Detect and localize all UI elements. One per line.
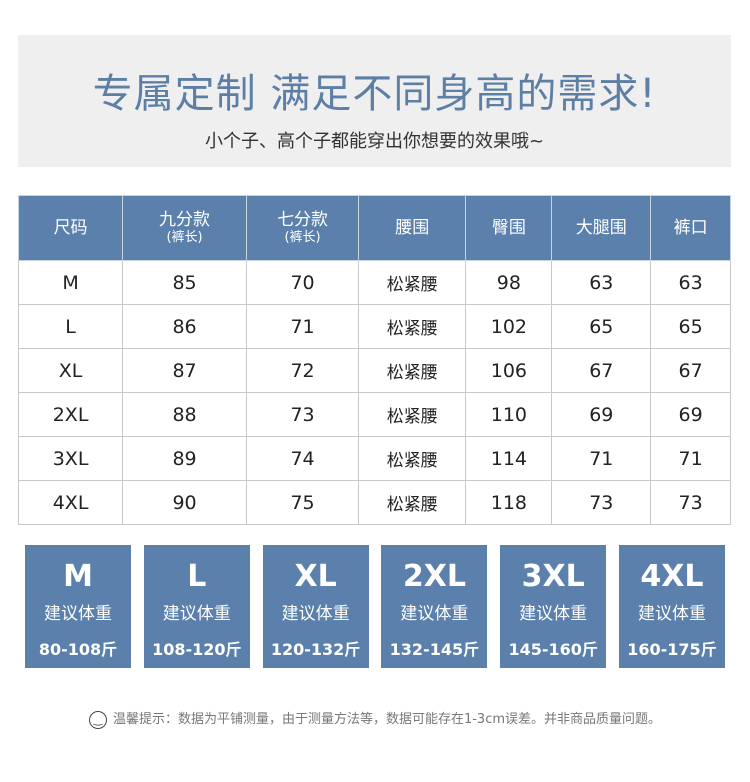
column-sublabel: (裤长) bbox=[166, 230, 203, 246]
card-size: 3XL bbox=[521, 559, 585, 594]
column-label: 七分款 bbox=[277, 210, 329, 230]
tip-text: 温馨提示：数据为平铺测量，由于测量方法等，数据可能存在1-3cm误差。并非商品质… bbox=[112, 712, 662, 727]
card-weight-range: 132-145斤 bbox=[389, 640, 480, 659]
card-size: L bbox=[187, 559, 207, 594]
table-cell: 106 bbox=[465, 348, 553, 393]
card-label: 建议体重 bbox=[281, 604, 350, 624]
column-header: 九分款 (裤长) bbox=[122, 195, 247, 261]
column-header: 腰围 bbox=[358, 195, 467, 261]
table-cell: 90 bbox=[122, 480, 247, 525]
card-size: M bbox=[63, 559, 93, 594]
table-cell: 88 bbox=[122, 392, 247, 437]
table-row: 4XL 90 75 松紧腰 118 73 73 bbox=[17, 480, 731, 525]
table-row: 3XL 89 74 松紧腰 114 71 71 bbox=[17, 436, 731, 481]
table-cell: 69 bbox=[551, 392, 652, 437]
weight-card: 2XL 建议体重 132-145斤 bbox=[381, 545, 488, 668]
table-cell: 72 bbox=[245, 348, 360, 393]
table-cell: 75 bbox=[245, 480, 360, 525]
column-label: 尺码 bbox=[53, 217, 88, 238]
table-cell: 3XL bbox=[17, 436, 124, 481]
table-cell: 86 bbox=[122, 304, 247, 349]
table-cell: 114 bbox=[465, 436, 553, 481]
column-label: 腰围 bbox=[395, 217, 430, 238]
column-header: 尺码 bbox=[17, 195, 124, 261]
table-row: M 85 70 松紧腰 98 63 63 bbox=[17, 260, 731, 305]
card-weight-range: 120-132斤 bbox=[270, 640, 361, 659]
table-cell: 98 bbox=[465, 260, 553, 305]
header-banner: 专属定制 满足不同身高的需求! 小个子、高个子都能穿出你想要的效果哦~ bbox=[18, 35, 731, 167]
table-cell: 67 bbox=[650, 348, 731, 393]
column-label: 九分款 bbox=[159, 210, 211, 230]
tip-note: ‿ 温馨提示：数据为平铺测量，由于测量方法等，数据可能存在1-3cm误差。并非商品… bbox=[0, 708, 750, 729]
card-label: 建议体重 bbox=[519, 604, 588, 624]
card-size: XL bbox=[294, 559, 337, 594]
weight-card: XL 建议体重 120-132斤 bbox=[262, 545, 369, 668]
table-cell: 63 bbox=[650, 260, 731, 305]
table-cell: 110 bbox=[465, 392, 553, 437]
table-cell: 118 bbox=[465, 480, 553, 525]
table-cell: 71 bbox=[650, 436, 731, 481]
table-cell: 65 bbox=[551, 304, 652, 349]
table-cell: 71 bbox=[245, 304, 360, 349]
table-cell: 松紧腰 bbox=[358, 392, 467, 437]
table-cell: 松紧腰 bbox=[358, 436, 467, 481]
column-label: 臀围 bbox=[491, 217, 526, 238]
card-size: 2XL bbox=[402, 559, 466, 594]
table-cell: 85 bbox=[122, 260, 247, 305]
smiley-icon: ‿ bbox=[88, 710, 107, 729]
card-weight-range: 160-175斤 bbox=[627, 640, 717, 659]
column-header: 臀围 bbox=[465, 195, 553, 261]
card-weight-range: 145-160斤 bbox=[508, 640, 598, 659]
weight-card: 3XL 建议体重 145-160斤 bbox=[500, 545, 607, 668]
table-cell: 102 bbox=[465, 304, 553, 349]
page-title: 专属定制 满足不同身高的需求! bbox=[92, 71, 657, 117]
table-cell: 74 bbox=[245, 436, 360, 481]
size-table: 尺码 九分款 (裤长) 七分款 (裤长) 腰围 臀围 大腿围 裤口 M 85 70 松紧腰 98 63 63… bbox=[17, 195, 731, 525]
table-cell: 89 bbox=[122, 436, 247, 481]
weight-card: 4XL 建议体重 160-175斤 bbox=[618, 545, 725, 668]
table-cell: 73 bbox=[245, 392, 360, 437]
table-cell: 4XL bbox=[17, 480, 124, 525]
table-cell: 67 bbox=[551, 348, 652, 393]
weight-card: M 建议体重 80-108斤 bbox=[25, 545, 131, 668]
column-sublabel: (裤长) bbox=[284, 230, 321, 246]
card-label: 建议体重 bbox=[400, 604, 469, 624]
table-cell: M bbox=[17, 260, 124, 305]
column-header: 裤口 bbox=[650, 195, 731, 261]
table-cell: 87 bbox=[122, 348, 247, 393]
table-row: XL 87 72 松紧腰 106 67 67 bbox=[17, 348, 731, 393]
column-label: 裤口 bbox=[673, 217, 708, 238]
table-cell: 69 bbox=[650, 392, 731, 437]
table-cell: 65 bbox=[650, 304, 731, 349]
page-subtitle: 小个子、高个子都能穿出你想要的效果哦~ bbox=[204, 131, 545, 152]
weight-cards: M 建议体重 80-108斤 L 建议体重 108-120斤 XL 建议体重 120-132斤 2… bbox=[25, 545, 725, 668]
table-cell: 松紧腰 bbox=[358, 348, 467, 393]
card-label: 建议体重 bbox=[162, 604, 231, 624]
table-cell: 63 bbox=[551, 260, 652, 305]
table-cell: 73 bbox=[551, 480, 652, 525]
table-row: L 86 71 松紧腰 102 65 65 bbox=[17, 304, 731, 349]
card-label: 建议体重 bbox=[44, 604, 112, 624]
card-size: 4XL bbox=[640, 559, 704, 594]
table-cell: 松紧腰 bbox=[358, 480, 467, 525]
table-cell: 松紧腰 bbox=[358, 304, 467, 349]
table-cell: 73 bbox=[650, 480, 731, 525]
card-weight-range: 80-108斤 bbox=[38, 640, 118, 659]
table-cell: 71 bbox=[551, 436, 652, 481]
table-cell: 70 bbox=[245, 260, 360, 305]
column-label: 大腿围 bbox=[575, 217, 627, 238]
card-weight-range: 108-120斤 bbox=[152, 640, 242, 659]
table-cell: 松紧腰 bbox=[358, 260, 467, 305]
card-label: 建议体重 bbox=[637, 604, 706, 624]
column-header: 七分款 (裤长) bbox=[245, 195, 360, 261]
table-cell: XL bbox=[17, 348, 124, 393]
table-cell: L bbox=[17, 304, 124, 349]
table-row: 2XL 88 73 松紧腰 110 69 69 bbox=[17, 392, 731, 437]
column-header: 大腿围 bbox=[551, 195, 652, 261]
table-cell: 2XL bbox=[17, 392, 124, 437]
weight-card: L 建议体重 108-120斤 bbox=[143, 545, 250, 668]
